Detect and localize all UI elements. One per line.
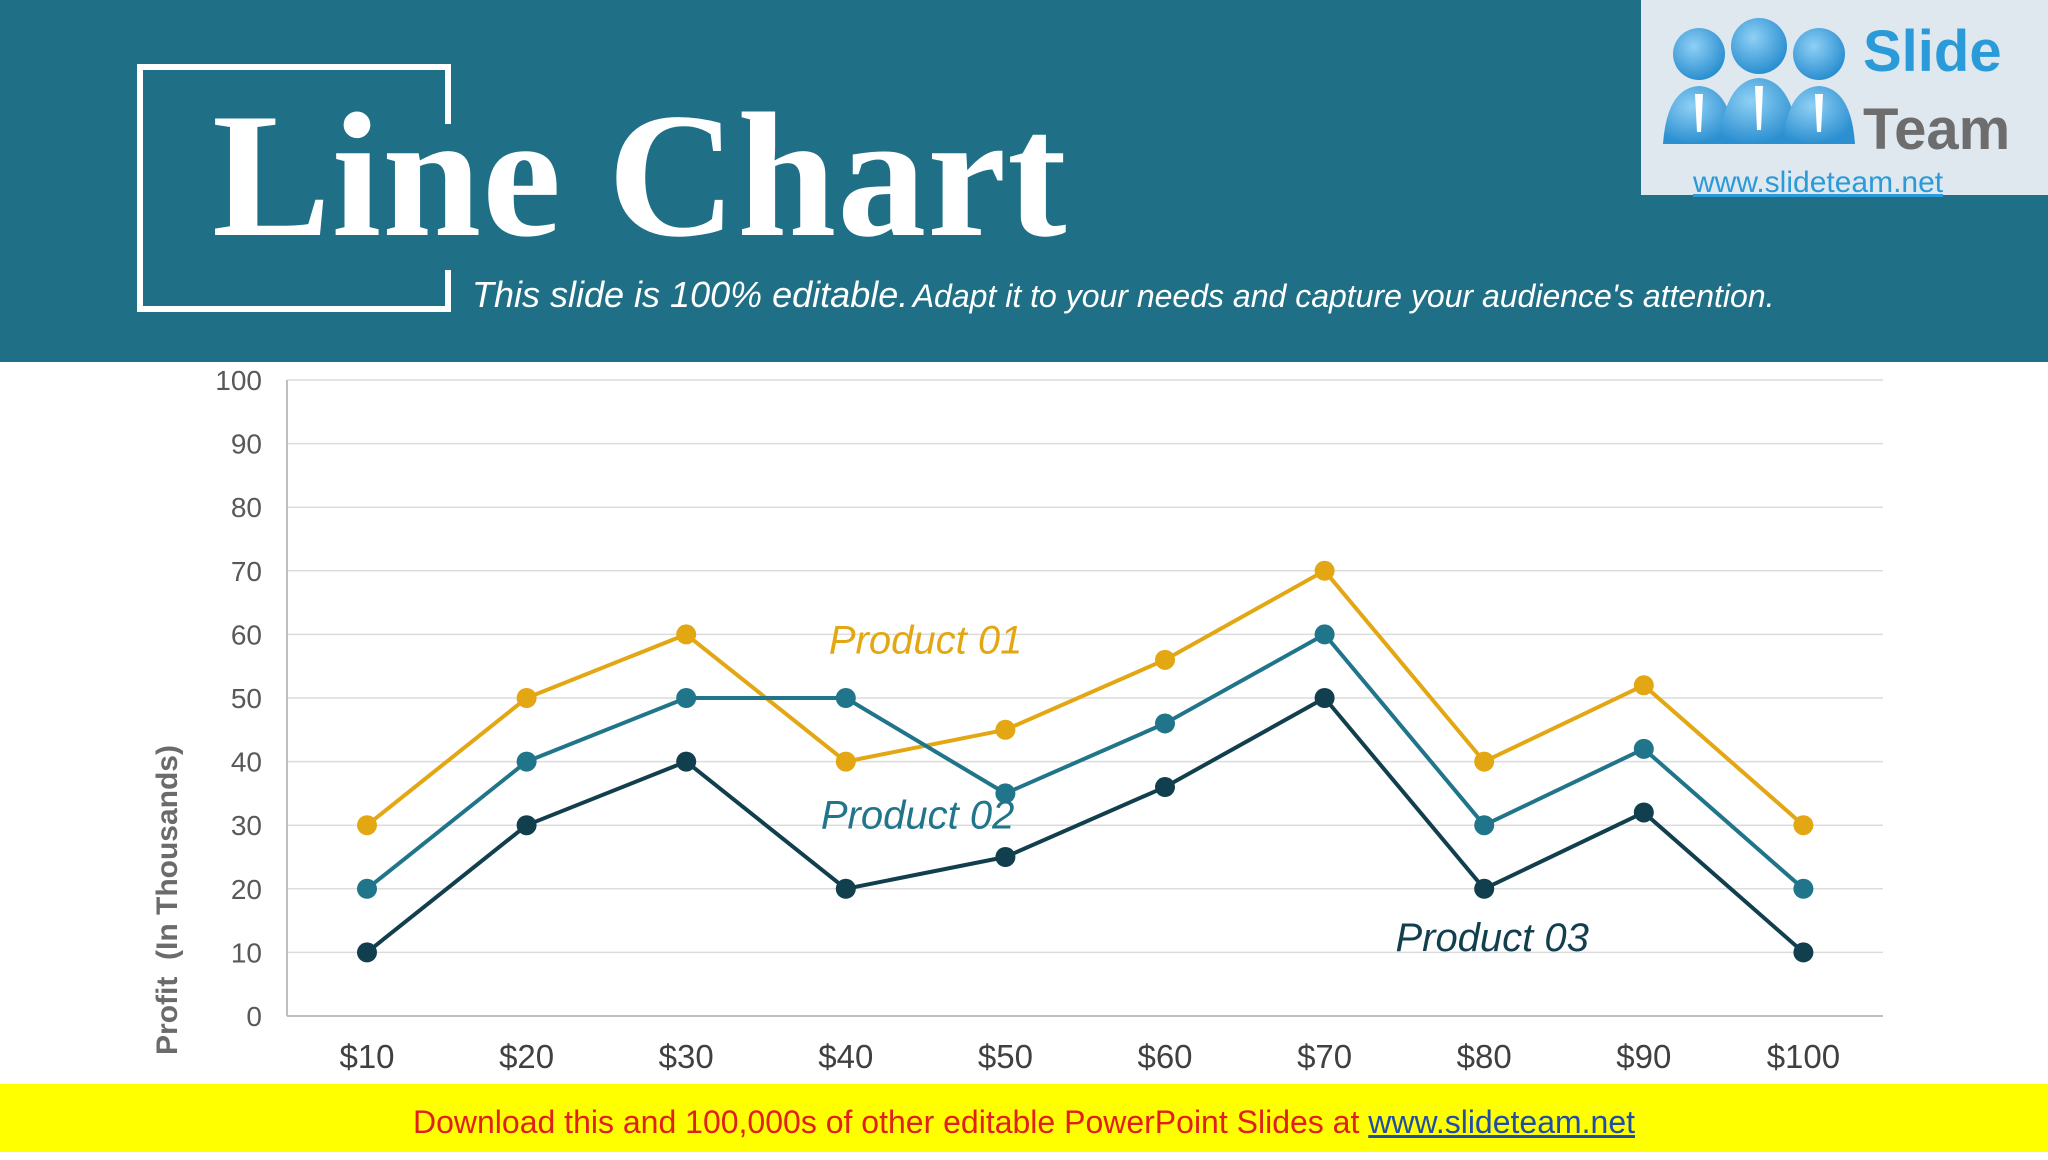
data-point — [995, 847, 1016, 867]
footer-text: Download this and 100,000s of other edit… — [412, 1104, 1360, 1140]
data-point — [835, 751, 856, 772]
data-point — [1474, 815, 1495, 836]
series-line-1 — [365, 568, 1805, 827]
data-point — [1155, 777, 1175, 798]
data-point — [516, 815, 537, 836]
slide-subtitle: This slide is 100% editable. Adapt it to… — [472, 274, 1775, 316]
y-tick-label: 50 — [231, 683, 262, 714]
y-tick-label: 20 — [231, 874, 262, 905]
footer-link[interactable]: www.slideteam.net — [1368, 1104, 1636, 1140]
three-people-icon — [1663, 18, 1855, 144]
series-line-3 — [365, 696, 1805, 954]
data-point — [995, 719, 1016, 740]
series-label-3: Product 03 — [1395, 916, 1588, 960]
title-frame — [137, 64, 451, 312]
data-point — [516, 751, 537, 772]
subtitle-part-2: Adapt it to your needs and capture your … — [912, 278, 1775, 314]
x-tick-label: $50 — [978, 1038, 1033, 1075]
series-label-2: Product 02 — [821, 793, 1014, 837]
data-point — [516, 688, 537, 708]
data-point — [995, 783, 1016, 804]
y-tick-label: 10 — [231, 937, 262, 968]
logo-brand-team: Team — [1863, 97, 2011, 162]
x-tick-label: $10 — [339, 1038, 394, 1075]
y-tick-label: 90 — [231, 429, 262, 460]
x-tick-label: $100 — [1767, 1038, 1840, 1075]
data-point — [1793, 878, 1814, 899]
data-point — [1633, 675, 1654, 696]
y-tick-label: 70 — [231, 556, 262, 587]
data-point — [835, 688, 856, 708]
line-chart: 0 10 20 30 40 50 60 70 80 90 100 $10 $20 $30 $40 $50 $60… — [215, 365, 1883, 1075]
data-point — [676, 688, 697, 708]
data-point — [1633, 802, 1654, 823]
data-point — [1793, 815, 1814, 836]
title-frame-corner — [445, 270, 451, 312]
y-axis-label: Profit (In Thousands) — [151, 745, 184, 1055]
y-tick-label: 60 — [231, 619, 262, 650]
logo-url-link[interactable]: www.slideteam.net — [1693, 166, 1944, 199]
series-line-2 — [365, 632, 1805, 891]
y-tick-label: 30 — [231, 810, 262, 841]
data-point — [1314, 560, 1335, 581]
data-point — [1793, 942, 1814, 963]
data-point — [357, 815, 377, 836]
x-tick-label: $70 — [1297, 1038, 1352, 1075]
x-tick-label: $80 — [1457, 1038, 1512, 1075]
data-point — [1155, 649, 1175, 670]
data-point — [835, 878, 856, 899]
x-tick-label: $60 — [1137, 1038, 1192, 1075]
y-tick-label: 0 — [246, 1001, 262, 1032]
footer-banner: Download this and 100,000s of other edit… — [0, 1084, 2048, 1152]
data-point — [1633, 738, 1654, 759]
subtitle-part-1: This slide is 100% editable. — [472, 274, 909, 315]
logo-brand-slide: Slide — [1863, 19, 2002, 84]
x-tick-label: $90 — [1616, 1038, 1671, 1075]
data-point — [1314, 624, 1335, 645]
slide-title: Line Chart — [212, 76, 1068, 274]
y-tick-label: 80 — [231, 492, 262, 523]
series-label-1: Product 01 — [829, 618, 1022, 662]
x-tick-label: $30 — [659, 1038, 714, 1075]
data-point — [357, 942, 377, 963]
data-point — [1314, 688, 1335, 708]
data-point — [1474, 878, 1495, 899]
data-point — [1155, 713, 1175, 734]
data-point — [1474, 751, 1495, 772]
x-tick-label: $20 — [499, 1038, 554, 1075]
data-point — [676, 751, 697, 772]
title-frame-corner — [445, 64, 451, 124]
data-point — [357, 878, 377, 899]
slideteam-logo[interactable]: Slide Team www.slideteam.net — [1641, 0, 2048, 199]
x-tick-label: $40 — [818, 1038, 873, 1075]
y-tick-label: 40 — [231, 747, 262, 778]
data-point — [676, 624, 697, 645]
y-tick-label: 100 — [215, 365, 262, 396]
